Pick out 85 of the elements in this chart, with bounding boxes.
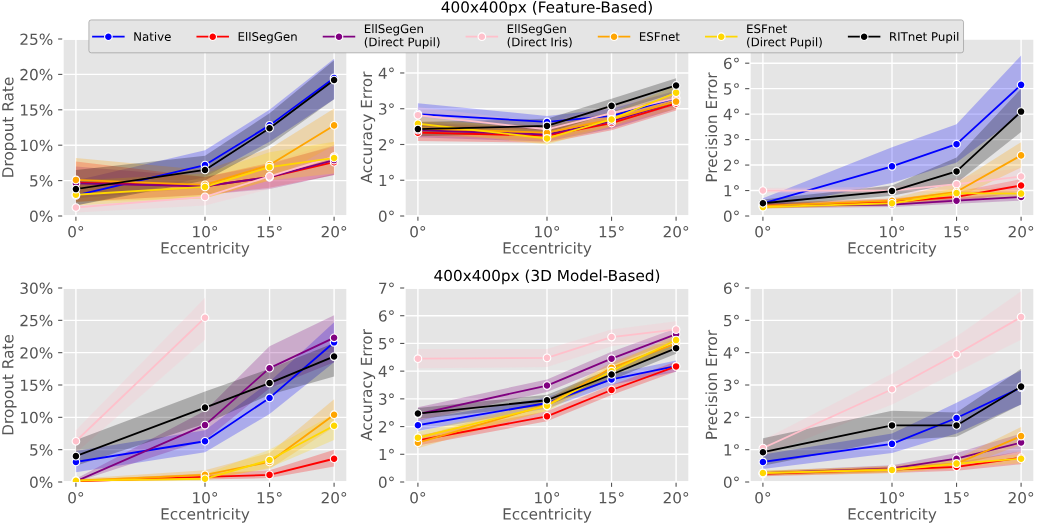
y-tick-label: 6° bbox=[378, 310, 394, 322]
x-axis-title: Eccentricity bbox=[161, 241, 250, 257]
chart-title: 400x400px (3D Model-Based) bbox=[434, 269, 660, 285]
x-tick-label: 10° bbox=[880, 491, 905, 504]
x-tick-label: 15° bbox=[257, 225, 282, 238]
x-tick-label: 20° bbox=[321, 225, 347, 238]
x-tick-label: 10° bbox=[880, 225, 905, 238]
y-tick-label: 1° bbox=[724, 185, 739, 197]
x-axis-title: Eccentricity bbox=[848, 241, 937, 257]
y-tick-label: 10% bbox=[21, 411, 53, 424]
y-tick-label: 20% bbox=[20, 347, 53, 359]
y-tick-label: 30% bbox=[20, 282, 53, 295]
y-tick-label: 0% bbox=[30, 210, 53, 223]
x-tick-label: 0° bbox=[68, 225, 84, 238]
y-tick-label: 0° bbox=[723, 210, 739, 223]
x-tick-label: 20° bbox=[1008, 225, 1034, 238]
y-tick-label: 4° bbox=[723, 108, 739, 120]
x-tick-label: 10° bbox=[535, 491, 560, 504]
y-tick-label: 3° bbox=[379, 103, 394, 115]
legend-label: EllSegGen (Direct Iris) bbox=[507, 24, 572, 48]
legend-label: RITnet Pupil bbox=[890, 31, 959, 44]
chart-title: 400x400px (Feature-Based) bbox=[441, 1, 652, 16]
y-axis-title: Dropout Rate bbox=[2, 334, 17, 435]
x-tick-label: 0° bbox=[68, 491, 84, 504]
x-tick-label: 20° bbox=[321, 491, 347, 504]
y-tick-label: 0° bbox=[378, 210, 394, 223]
y-tick-label: 2° bbox=[724, 411, 739, 424]
y-tick-label: 0% bbox=[30, 476, 53, 489]
y-tick-label: 1° bbox=[724, 444, 739, 456]
y-tick-label: 3° bbox=[379, 393, 394, 405]
x-tick-label: 10° bbox=[193, 225, 218, 238]
y-tick-label: 25% bbox=[20, 33, 53, 46]
x-tick-label: 20° bbox=[1008, 491, 1034, 504]
y-tick-label: 5° bbox=[724, 83, 739, 95]
y-tick-label: 20% bbox=[20, 68, 53, 81]
y-tick-label: 0° bbox=[723, 476, 739, 489]
y-tick-label: 1° bbox=[379, 174, 394, 187]
y-tick-label: 15% bbox=[21, 379, 53, 392]
x-axis-title: Eccentricity bbox=[503, 241, 592, 257]
legend-label: ESFnet (Direct Pupil) bbox=[747, 24, 822, 49]
x-tick-label: 0° bbox=[410, 491, 426, 504]
x-tick-label: 15° bbox=[944, 491, 969, 504]
x-tick-label: 0° bbox=[755, 491, 771, 504]
x-axis-title: Eccentricity bbox=[161, 507, 250, 523]
legend-label: ESFnet bbox=[639, 32, 680, 42]
x-tick-label: 15° bbox=[599, 491, 624, 504]
x-axis-title: Eccentricity bbox=[503, 507, 592, 523]
y-tick-label: 10% bbox=[21, 139, 53, 152]
y-tick-label: 6° bbox=[723, 282, 739, 295]
y-tick-label: 3° bbox=[724, 134, 739, 146]
legend-label: Native bbox=[134, 31, 171, 42]
x-tick-label: 15° bbox=[599, 225, 624, 238]
y-tick-label: 3° bbox=[724, 379, 739, 392]
x-tick-label: 15° bbox=[944, 225, 969, 238]
y-axis-title: Precision Error bbox=[705, 329, 718, 439]
y-tick-label: 2° bbox=[379, 421, 394, 433]
y-axis-title: Accuracy Error bbox=[360, 71, 376, 184]
y-tick-label: 15% bbox=[21, 104, 53, 116]
y-axis-title: Precision Error bbox=[705, 72, 718, 182]
y-tick-label: 4° bbox=[378, 67, 394, 79]
y-tick-label: 0° bbox=[378, 476, 394, 489]
y-axis-title: Dropout Rate bbox=[2, 77, 17, 177]
y-tick-label: 2° bbox=[379, 138, 394, 151]
y-tick-label: 4° bbox=[378, 365, 394, 377]
y-tick-label: 4° bbox=[723, 347, 739, 359]
y-tick-label: 5° bbox=[379, 337, 394, 350]
y-tick-label: 7° bbox=[379, 282, 394, 294]
y-tick-label: 5% bbox=[30, 444, 53, 456]
x-tick-label: 20° bbox=[663, 491, 689, 504]
x-tick-label: 20° bbox=[663, 225, 689, 238]
x-tick-label: 0° bbox=[755, 225, 771, 238]
y-tick-label: 2° bbox=[724, 159, 739, 171]
y-axis-title: Accuracy Error bbox=[360, 329, 376, 441]
y-tick-label: 5° bbox=[724, 314, 739, 327]
x-axis-title: Eccentricity bbox=[848, 507, 937, 523]
y-tick-label: 25% bbox=[20, 314, 53, 327]
y-tick-label: 6° bbox=[723, 57, 739, 70]
legend-label: EllSegGen (Direct Pupil) bbox=[364, 24, 440, 49]
y-tick-label: 1° bbox=[379, 448, 394, 461]
x-tick-label: 10° bbox=[193, 491, 218, 504]
x-tick-label: 0° bbox=[410, 225, 426, 238]
y-tick-label: 5% bbox=[30, 175, 53, 187]
x-tick-label: 10° bbox=[535, 225, 560, 238]
legend-label: EllSegGen bbox=[238, 31, 297, 44]
x-tick-label: 15° bbox=[257, 491, 282, 504]
